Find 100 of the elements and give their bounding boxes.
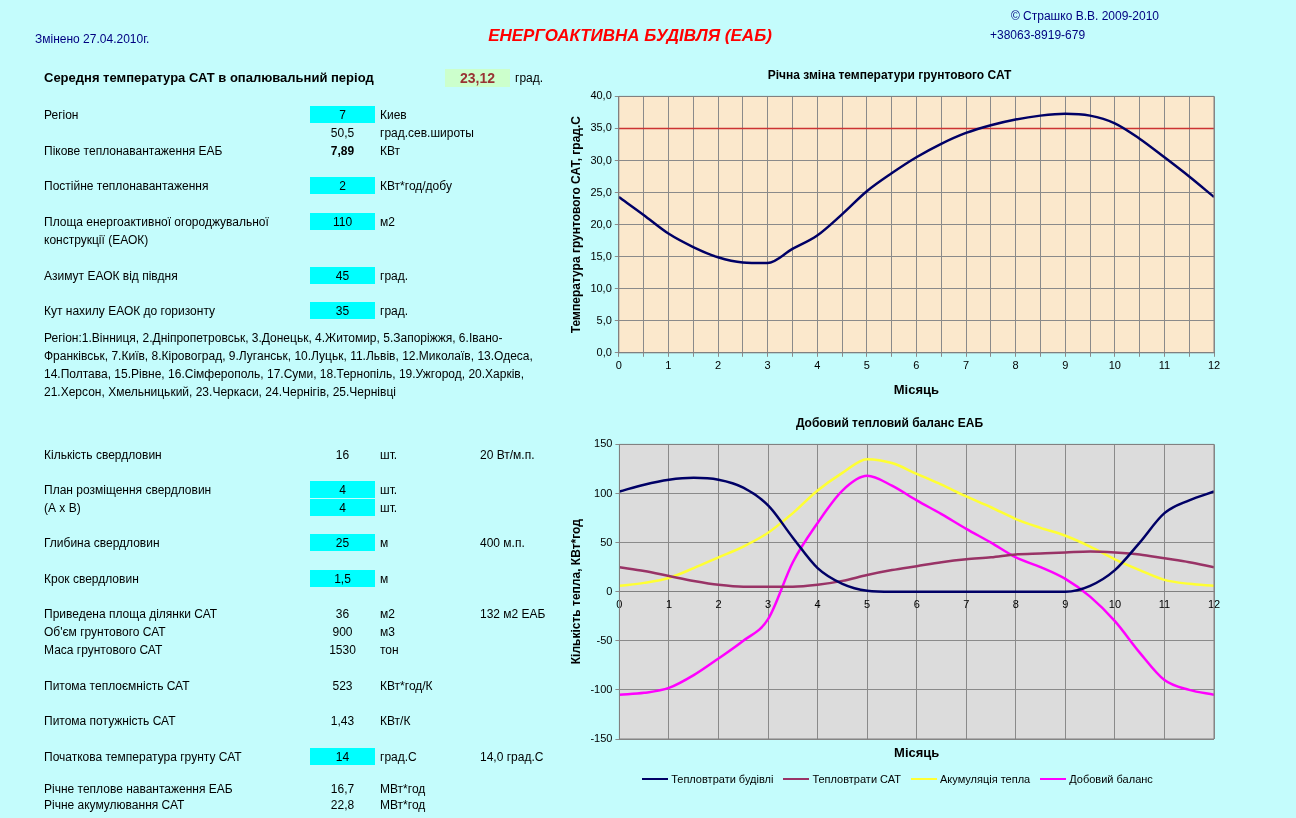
text: конструкції (ЕАОК)	[44, 232, 149, 249]
legend-label: Акумуляція тепла	[939, 773, 1031, 785]
y-tick-label: 25,0	[590, 185, 612, 198]
text: 50,5	[329, 125, 356, 142]
text: Річне теплове навантаження ЕАБ	[44, 781, 233, 798]
text: град.С	[380, 749, 417, 766]
x-tick-label: 8	[1012, 598, 1019, 611]
text: 14,0 град.С	[480, 749, 544, 766]
text: Об'єм грунтового САТ	[44, 624, 166, 641]
y-tick-label: -100	[590, 682, 613, 695]
y-axis-title: Температура грунтового САТ, град.С	[568, 115, 583, 334]
legend-label: Добовий баланс	[1069, 773, 1153, 785]
x-tick-label: 5	[863, 359, 870, 372]
text: 16	[334, 447, 351, 464]
text: Регіон:1.Вінниця, 2.Дніпропетровськ, 3.Донецьк, 4.Житомир, 5.Запоріжжя, 6.Івано-Франківськ, 7.Київ, 8.Кіровоград, 9.Луганськ, 10.Луцьк, 11.Львів, 12.Миколаїв, 13.Одеса, 14.Полтава, 15.Рівне, 16.Сімферополь, 17.Суми, 18.Тернопіль, 19.Ужгород, 20.Харків, 21.Херсон, Хмельницький, 23.Черкаси, 24.Чернігів, 25.Чернівці	[44, 330, 534, 401]
y-tick-label: 0,0	[596, 345, 612, 358]
x-tick-label: 2	[714, 359, 722, 372]
y-tick-label: 5,0	[596, 313, 612, 326]
text: 1,5	[310, 570, 375, 587]
x-tick-label: 9	[1062, 359, 1069, 372]
text: ЕНЕРГОАКТИВНА БУДІВЛЯ (ЕАБ)	[487, 26, 773, 46]
text: 20 Вт/м.п.	[480, 447, 535, 464]
text: 35	[310, 302, 375, 319]
x-tick-label: 5	[864, 598, 871, 611]
text: 45	[310, 267, 375, 284]
text: © Страшко В.В. 2009-2010	[1009, 9, 1161, 23]
text: шт.	[380, 447, 398, 464]
text: 14	[310, 748, 375, 765]
x-tick-label: 7	[963, 598, 970, 611]
text: Змінено 27.04.2010г.	[35, 32, 150, 46]
text: Маса грунтового САТ	[44, 642, 163, 659]
x-tick-label: 10	[1108, 359, 1121, 372]
text: град.	[380, 303, 409, 320]
text: Річне акумулювання САТ	[44, 797, 185, 814]
text: Пікове теплонавантаження ЕАБ	[44, 143, 223, 160]
text: Середня температура САТ в опалювальний період	[44, 69, 374, 87]
text: Питома потужність САТ	[44, 713, 176, 730]
text: 1,43	[329, 713, 356, 730]
text: град.	[380, 268, 409, 285]
text: м2	[380, 606, 395, 623]
y-tick-label: 15,0	[590, 249, 612, 262]
text: Площа енергоактивної огороджувальної	[44, 214, 269, 231]
x-tick-label: 2	[715, 598, 722, 611]
y-tick-label: 40,0	[590, 89, 612, 102]
text: Крок свердловин	[44, 571, 139, 588]
text: 4	[310, 481, 375, 498]
text: тон	[380, 642, 399, 659]
y-tick-label: -50	[596, 633, 613, 646]
legend-label: Тепловтрати будівлі	[671, 773, 774, 785]
x-tick-label: 10	[1108, 598, 1122, 611]
text: 523	[331, 678, 354, 695]
x-tick-label: 12	[1207, 598, 1221, 611]
text: м2	[380, 214, 395, 231]
x-tick-label: 6	[913, 359, 920, 372]
text: КВт*год/добу	[380, 178, 452, 195]
x-tick-label: 4	[814, 598, 821, 611]
x-tick-label: 11	[1158, 598, 1171, 611]
x-tick-label: 1	[665, 359, 672, 372]
x-tick-label: 1	[665, 598, 673, 611]
text: м3	[380, 624, 395, 641]
y-tick-label: 35,0	[590, 121, 612, 134]
line-series	[618, 112, 1214, 265]
y-tick-label: 30,0	[590, 153, 612, 166]
x-tick-label: 6	[913, 598, 920, 611]
text: Кут нахилу ЕАОК до горизонту	[44, 303, 216, 320]
text: 400 м.п.	[480, 535, 525, 552]
y-tick-label: 20,0	[590, 217, 612, 230]
text: 16,7	[329, 781, 356, 798]
text: 2	[310, 177, 375, 194]
text: Глибина свердловин	[44, 535, 160, 552]
text: 132 м2 ЕАБ	[480, 606, 546, 623]
text: град.	[515, 70, 544, 87]
text: КВт*год/К	[380, 678, 433, 695]
y-tick-label: 100	[594, 486, 613, 499]
text: шт.	[380, 482, 398, 499]
chart-title: Річна зміна температури грунтового САТ	[767, 67, 1012, 82]
text: м	[380, 535, 389, 552]
x-tick-label: 3	[764, 359, 771, 372]
text: 1530	[328, 642, 357, 659]
text: Приведена площа ділянки САТ	[44, 606, 218, 623]
text: Азимут ЕАОК від півдня	[44, 268, 178, 285]
y-tick-label: 50	[600, 535, 613, 548]
y-tick-label: 150	[594, 437, 613, 450]
chart-title: Добовий тепловий баланс ЕАБ	[795, 415, 984, 430]
text: Початкова температура грунту САТ	[44, 749, 242, 766]
x-tick-label: 9	[1062, 598, 1069, 611]
text: 22,8	[329, 797, 356, 814]
legend-label: Тепловтрати САТ	[812, 773, 901, 785]
text: 7	[310, 106, 375, 123]
text: Киев	[380, 107, 407, 124]
x-tick-label: 0	[615, 359, 622, 372]
text: Регіон	[44, 107, 79, 124]
x-tick-label: 3	[765, 598, 772, 611]
text: Постійне теплонавантаження	[44, 178, 209, 195]
line-series	[619, 550, 1214, 589]
text: +38063-8919-679	[990, 28, 1086, 42]
text: (А х В)	[44, 500, 81, 517]
text: 4	[310, 499, 375, 516]
text: м	[380, 571, 389, 588]
x-tick-label: 8	[1012, 359, 1019, 372]
